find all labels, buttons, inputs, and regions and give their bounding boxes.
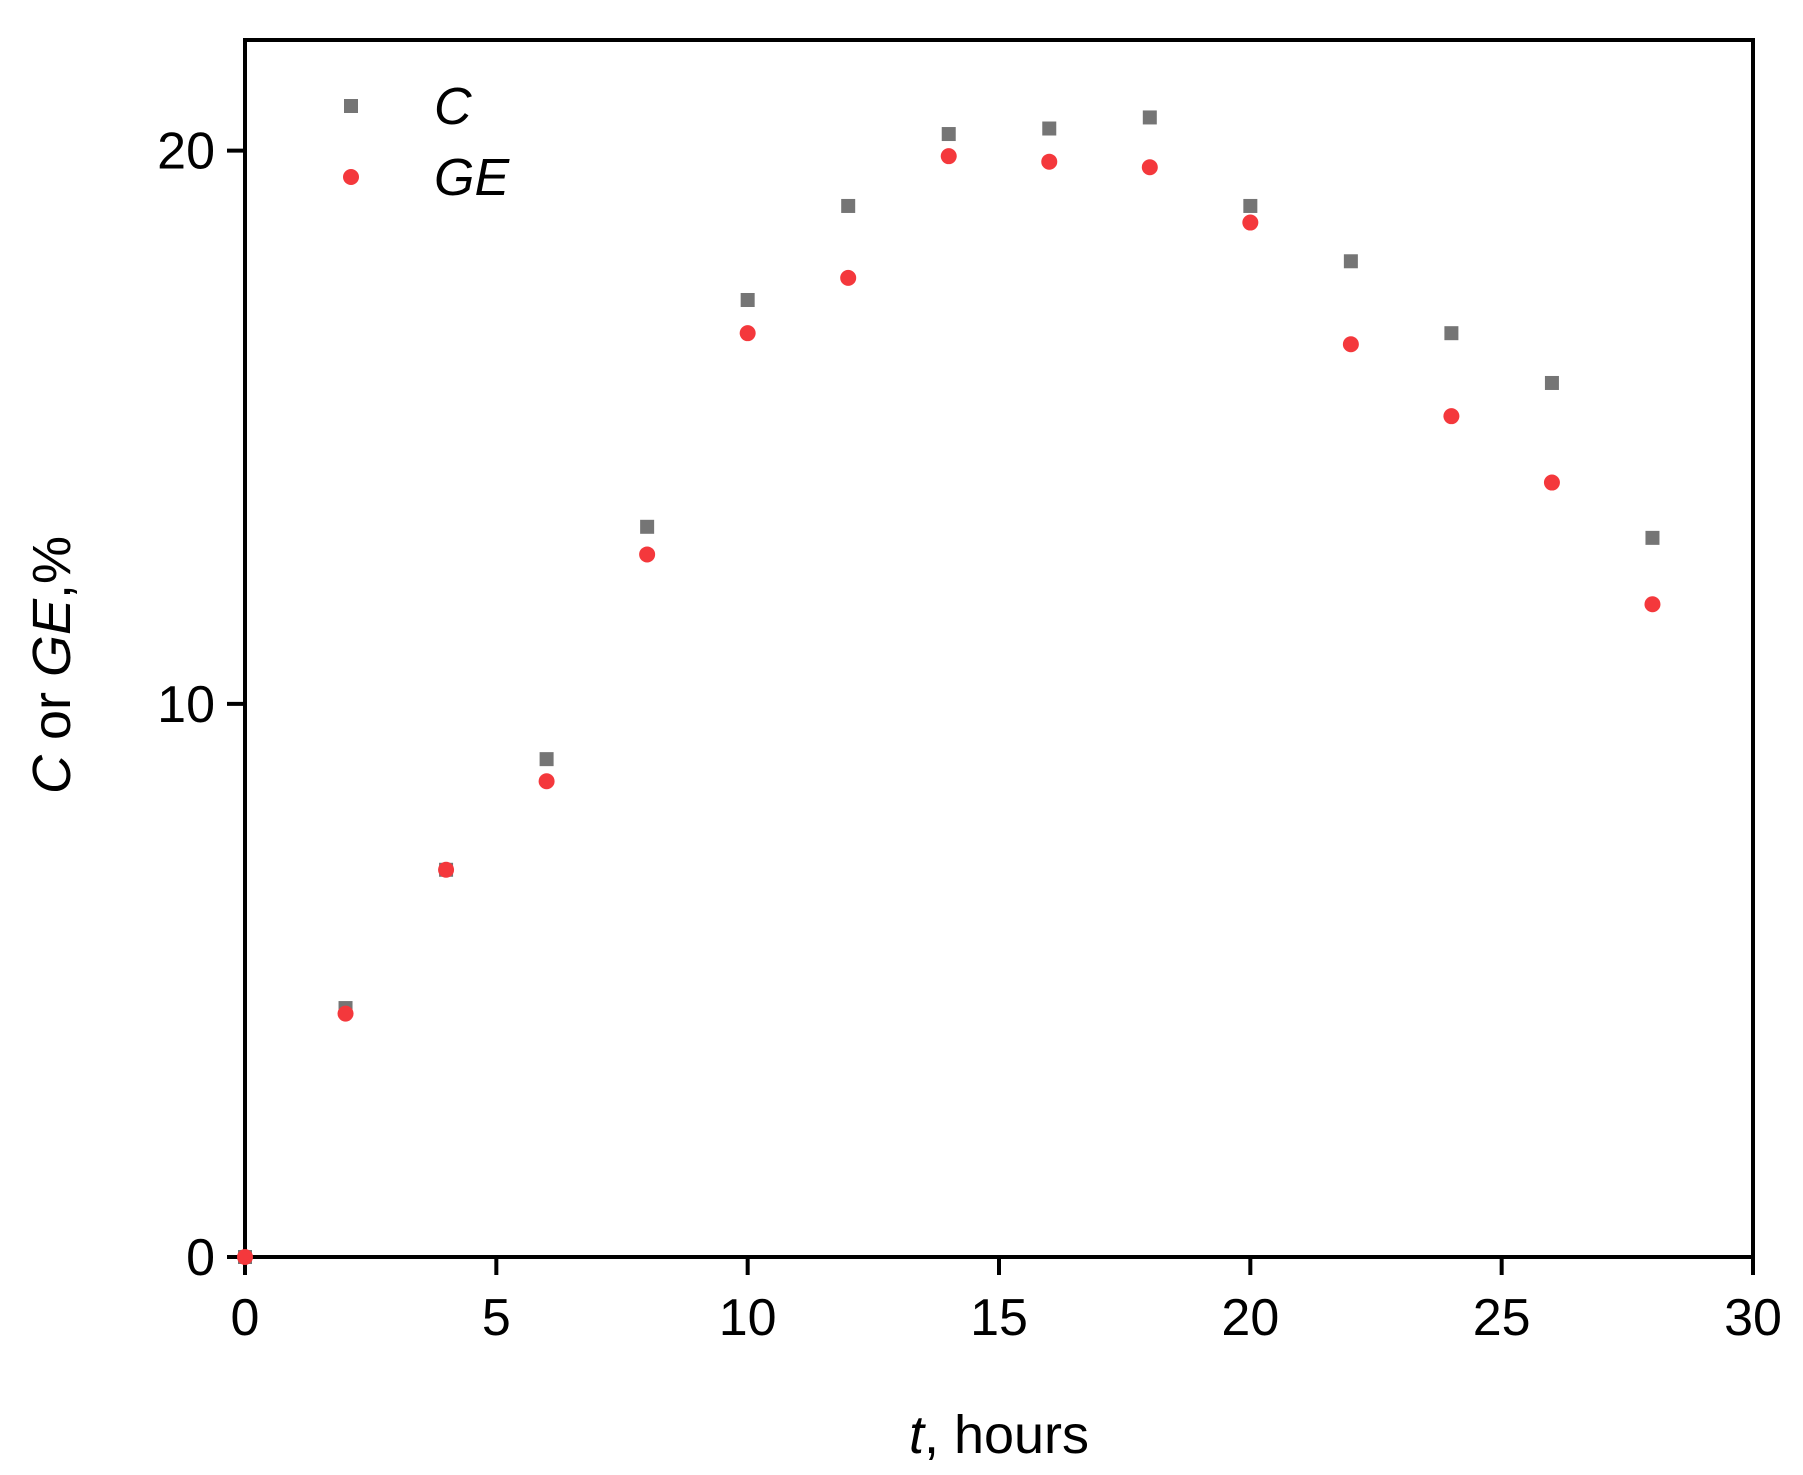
data-point-ge xyxy=(1342,336,1359,353)
data-point-ge xyxy=(538,773,555,790)
data-point-c xyxy=(640,519,655,534)
x-tick-label: 25 xyxy=(1473,1289,1531,1347)
data-point-ge xyxy=(438,861,455,878)
data-point-ge xyxy=(337,1005,354,1022)
data-point-c xyxy=(1444,326,1459,341)
data-point-ge xyxy=(739,325,756,342)
y-axis-title: C or GE,% xyxy=(22,536,82,794)
data-points xyxy=(237,110,1661,1265)
data-point-c xyxy=(1343,254,1358,269)
x-tick-label: 5 xyxy=(482,1289,511,1347)
y-tick-label: 20 xyxy=(157,123,215,181)
data-point-ge xyxy=(1644,596,1661,613)
plot-area-frame xyxy=(243,38,1755,1259)
data-point-c xyxy=(1042,121,1057,136)
x-tick-label: 10 xyxy=(719,1289,777,1347)
y-tick-label: 10 xyxy=(157,676,215,734)
x-tick-label: 20 xyxy=(1221,1289,1279,1347)
data-point-ge xyxy=(639,546,656,563)
data-point-ge xyxy=(1543,474,1560,491)
data-point-c xyxy=(1645,530,1660,545)
data-point-c xyxy=(1544,375,1559,390)
data-point-c xyxy=(539,752,554,767)
x-axis: 0 5 10 15 20 25 30 xyxy=(231,1257,1782,1347)
data-point-c xyxy=(1142,110,1157,125)
data-point-ge xyxy=(940,148,957,165)
x-tick-label: 15 xyxy=(970,1289,1028,1347)
y-axis: 0 10 20 xyxy=(157,123,245,1287)
legend-label-ge: GE xyxy=(434,149,510,207)
data-point-ge xyxy=(1141,159,1158,176)
data-point-ge xyxy=(1443,408,1460,425)
data-point-ge xyxy=(1242,214,1259,231)
data-point-c xyxy=(841,198,856,213)
legend-marker-c xyxy=(344,99,358,113)
data-point-ge xyxy=(840,269,857,286)
legend-marker-ge xyxy=(343,169,359,185)
y-tick-label: 0 xyxy=(186,1229,215,1287)
data-point-ge xyxy=(237,1249,253,1265)
data-point-c xyxy=(941,127,956,142)
legend: C GE xyxy=(343,78,510,207)
x-tick-label: 30 xyxy=(1724,1289,1782,1347)
data-point-c xyxy=(740,292,755,307)
legend-label-c: C xyxy=(434,78,472,136)
x-tick-label: 0 xyxy=(231,1289,260,1347)
data-point-ge xyxy=(1041,153,1058,170)
x-axis-title: t, hours xyxy=(909,1405,1089,1465)
data-point-c xyxy=(1243,198,1258,213)
